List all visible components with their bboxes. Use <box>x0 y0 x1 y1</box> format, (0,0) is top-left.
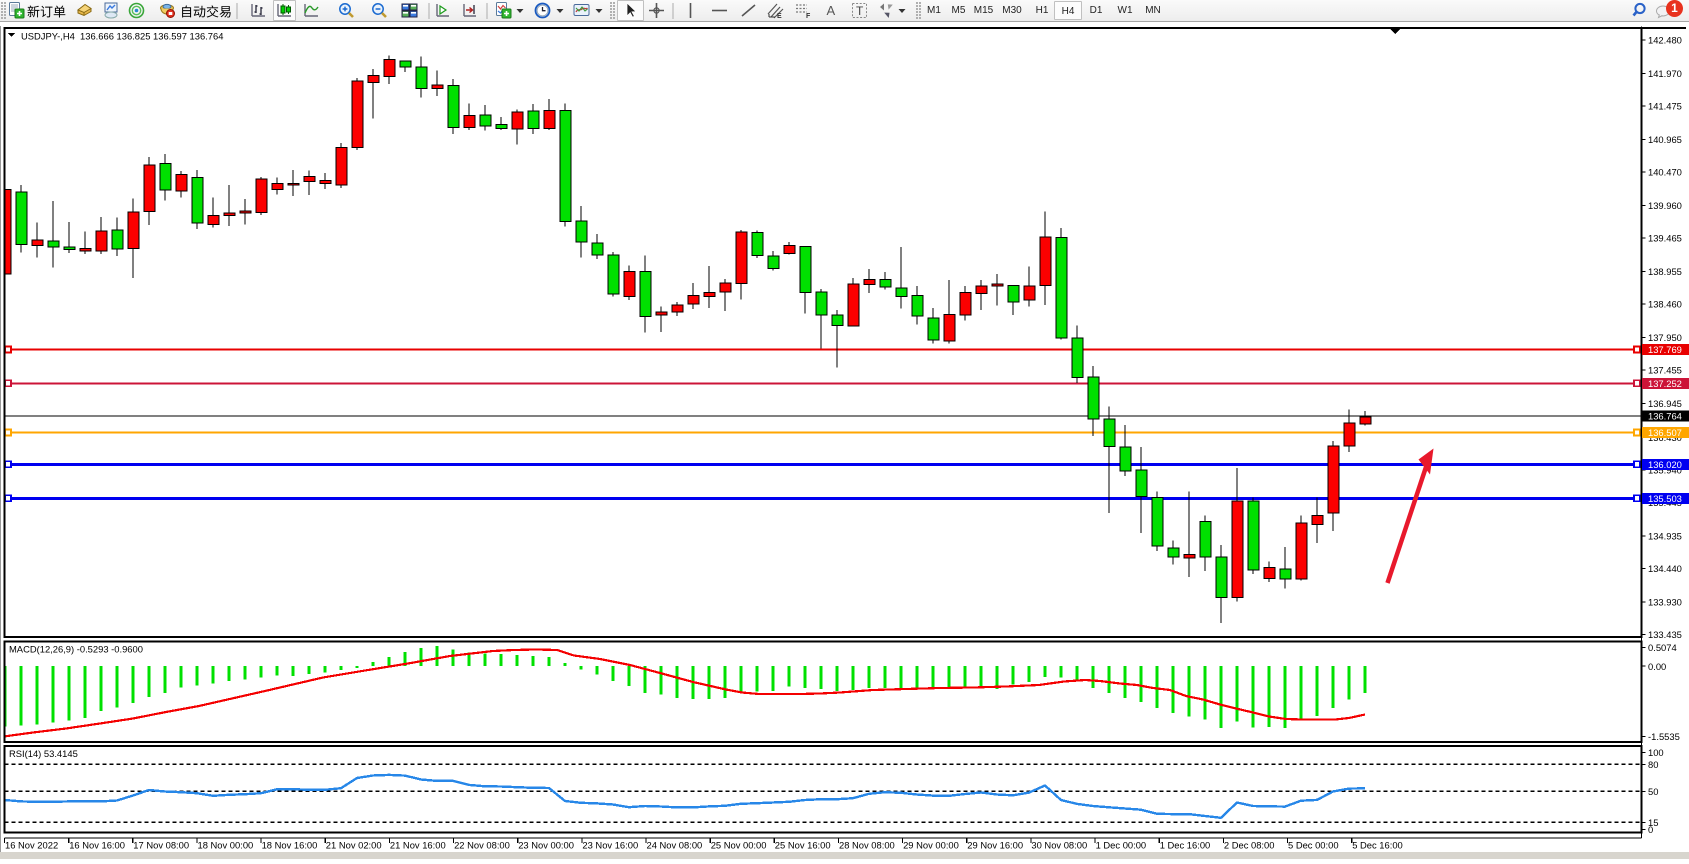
svg-text:17 Nov 08:00: 17 Nov 08:00 <box>133 840 189 851</box>
svg-text:80: 80 <box>1648 759 1658 770</box>
svg-text:F: F <box>806 13 811 19</box>
svg-text:21 Nov 16:00: 21 Nov 16:00 <box>390 840 446 851</box>
svg-text:22 Nov 08:00: 22 Nov 08:00 <box>454 840 510 851</box>
svg-text:137.252: 137.252 <box>1648 378 1682 389</box>
svg-text:135.503: 135.503 <box>1648 493 1682 504</box>
svg-text:1 Dec 16:00: 1 Dec 16:00 <box>1160 840 1211 851</box>
svg-text:-1.5535: -1.5535 <box>1648 731 1680 742</box>
svg-text:21 Nov 02:00: 21 Nov 02:00 <box>326 840 382 851</box>
svg-text:18 Nov 00:00: 18 Nov 00:00 <box>198 840 254 851</box>
svg-text:133.930: 133.930 <box>1648 596 1682 607</box>
svg-text:0.00: 0.00 <box>1648 661 1666 672</box>
svg-text:2 Dec 08:00: 2 Dec 08:00 <box>1224 840 1275 851</box>
svg-text:24 Nov 08:00: 24 Nov 08:00 <box>647 840 703 851</box>
svg-text:134.935: 134.935 <box>1648 530 1682 541</box>
svg-text:29 Nov 00:00: 29 Nov 00:00 <box>903 840 959 851</box>
svg-text:16 Nov 16:00: 16 Nov 16:00 <box>69 840 125 851</box>
svg-text:141.970: 141.970 <box>1648 68 1682 79</box>
svg-text:137.769: 137.769 <box>1648 344 1682 355</box>
svg-text:25 Nov 16:00: 25 Nov 16:00 <box>775 840 831 851</box>
svg-text:5 Dec 16:00: 5 Dec 16:00 <box>1352 840 1403 851</box>
svg-text:139.465: 139.465 <box>1648 233 1682 244</box>
svg-text:23 Nov 16:00: 23 Nov 16:00 <box>582 840 638 851</box>
svg-text:T: T <box>856 4 864 18</box>
svg-text:A: A <box>827 3 836 18</box>
svg-text:140.965: 140.965 <box>1648 134 1682 145</box>
svg-text:1 Dec 00:00: 1 Dec 00:00 <box>1096 840 1147 851</box>
svg-text:142.480: 142.480 <box>1648 34 1682 45</box>
svg-text:MACD(12,26,9) -0.5293 -0.9600: MACD(12,26,9) -0.5293 -0.9600 <box>9 644 143 655</box>
svg-text:136.945: 136.945 <box>1648 398 1682 409</box>
svg-text:RSI(14) 53.4145: RSI(14) 53.4145 <box>9 748 78 759</box>
svg-text:0: 0 <box>1648 824 1653 835</box>
svg-text:50: 50 <box>1648 786 1658 797</box>
svg-text:138.955: 138.955 <box>1648 266 1682 277</box>
svg-text:E: E <box>777 13 782 19</box>
svg-text:137.950: 137.950 <box>1648 332 1682 343</box>
svg-text:133.435: 133.435 <box>1648 629 1682 640</box>
svg-text:138.460: 138.460 <box>1648 299 1682 310</box>
svg-text:134.440: 134.440 <box>1648 563 1682 574</box>
svg-text:100: 100 <box>1648 747 1664 758</box>
svg-text:5 Dec 00:00: 5 Dec 00:00 <box>1288 840 1339 851</box>
svg-text:140.470: 140.470 <box>1648 167 1682 178</box>
svg-text:16 Nov 2022: 16 Nov 2022 <box>5 840 58 851</box>
svg-text:139.960: 139.960 <box>1648 200 1682 211</box>
svg-text:136.764: 136.764 <box>1648 411 1682 422</box>
svg-text:USDJPY-,H4 136.666 136.825 13: USDJPY-,H4 136.666 136.825 136.597 136.7… <box>21 31 223 42</box>
svg-text:23 Nov 00:00: 23 Nov 00:00 <box>518 840 574 851</box>
svg-text:18 Nov 16:00: 18 Nov 16:00 <box>262 840 318 851</box>
svg-text:0.5074: 0.5074 <box>1648 642 1677 653</box>
svg-text:15: 15 <box>1648 817 1658 828</box>
svg-text:25 Nov 00:00: 25 Nov 00:00 <box>711 840 767 851</box>
svg-text:136.507: 136.507 <box>1648 427 1682 438</box>
svg-text:141.475: 141.475 <box>1648 100 1682 111</box>
svg-text:136.020: 136.020 <box>1648 459 1682 470</box>
svg-text:137.455: 137.455 <box>1648 365 1682 376</box>
svg-text:28 Nov 08:00: 28 Nov 08:00 <box>839 840 895 851</box>
svg-text:30 Nov 08:00: 30 Nov 08:00 <box>1031 840 1087 851</box>
svg-text:29 Nov 16:00: 29 Nov 16:00 <box>967 840 1023 851</box>
